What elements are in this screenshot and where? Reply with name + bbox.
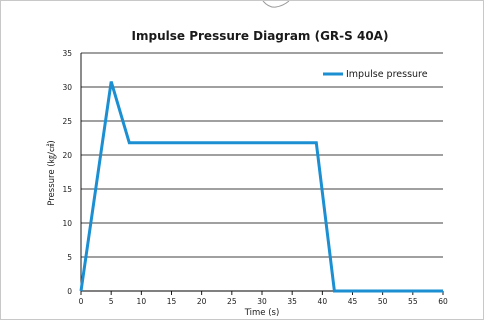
y-tick-label: 25 <box>62 117 72 126</box>
x-tick-label: 25 <box>227 297 237 306</box>
x-tick-labels: 0 5 10 15 20 25 30 35 40 45 50 55 60 <box>79 297 448 306</box>
y-tick-label: 0 <box>67 287 72 296</box>
x-tick-label: 55 <box>408 297 418 306</box>
x-tick-label: 5 <box>109 297 114 306</box>
x-tick-label: 10 <box>137 297 147 306</box>
legend-label: Impulse pressure <box>346 69 428 80</box>
y-tick-label: 35 <box>62 49 72 58</box>
legend: Impulse pressure <box>323 69 428 80</box>
x-axis-title: Time (s) <box>244 308 280 318</box>
y-tick-label: 5 <box>67 253 72 262</box>
chart-title: Impulse Pressure Diagram (GR-S 40A) <box>132 29 389 43</box>
x-tick-label: 60 <box>438 297 448 306</box>
x-tick-label: 30 <box>257 297 267 306</box>
x-tick-label: 0 <box>79 297 84 306</box>
x-tick-label: 45 <box>348 297 358 306</box>
y-tick-label: 10 <box>62 219 72 228</box>
gridlines <box>81 52 443 292</box>
y-tick-label: 15 <box>62 185 72 194</box>
y-axis-title: Pressure (㎏/㎠) <box>47 140 57 206</box>
y-tick-labels: 0 5 10 15 20 25 30 35 <box>62 49 72 296</box>
x-tick-label: 40 <box>318 297 328 306</box>
x-tick-label: 50 <box>378 297 388 306</box>
y-tick-label: 30 <box>62 83 72 92</box>
series-layer <box>79 81 443 293</box>
y-tick-label: 20 <box>62 151 72 160</box>
series-line-impulse-pressure <box>79 81 443 293</box>
logo-mark <box>262 1 290 8</box>
axes <box>80 53 444 295</box>
x-tick-label: 20 <box>197 297 207 306</box>
x-tick-label: 15 <box>167 297 177 306</box>
x-tick-label: 35 <box>287 297 297 306</box>
